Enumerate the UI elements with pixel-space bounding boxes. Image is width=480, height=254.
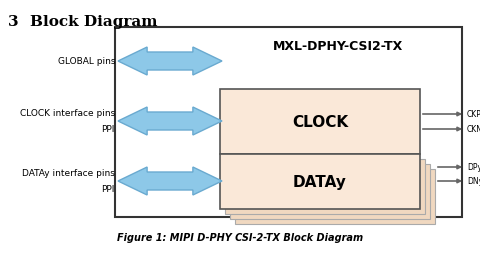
FancyBboxPatch shape [225, 159, 425, 214]
Text: GLOBAL pins: GLOBAL pins [58, 57, 115, 66]
Text: DNy: DNy [467, 177, 480, 186]
Text: PPI: PPI [102, 125, 115, 134]
Text: MXL-DPHY-CSI2-TX: MXL-DPHY-CSI2-TX [274, 39, 404, 52]
Text: CKP: CKP [467, 110, 480, 119]
Text: CKN: CKN [467, 125, 480, 134]
FancyBboxPatch shape [220, 154, 420, 209]
Text: CLOCK interface pins: CLOCK interface pins [20, 109, 115, 118]
Text: Block Diagram: Block Diagram [30, 15, 157, 29]
Polygon shape [118, 48, 222, 76]
FancyBboxPatch shape [235, 169, 435, 224]
Text: PPI: PPI [102, 185, 115, 194]
Text: CLOCK: CLOCK [292, 115, 348, 130]
Polygon shape [118, 167, 222, 195]
FancyBboxPatch shape [115, 28, 462, 217]
FancyBboxPatch shape [230, 164, 430, 219]
Polygon shape [118, 108, 222, 135]
Text: 3: 3 [8, 15, 19, 29]
Text: DPy: DPy [467, 163, 480, 172]
Text: Figure 1: MIPI D-PHY CSI-2-TX Block Diagram: Figure 1: MIPI D-PHY CSI-2-TX Block Diag… [117, 232, 363, 242]
FancyBboxPatch shape [220, 90, 420, 154]
Text: DATAy interface pins: DATAy interface pins [22, 169, 115, 178]
Text: DATAy: DATAy [293, 174, 347, 189]
